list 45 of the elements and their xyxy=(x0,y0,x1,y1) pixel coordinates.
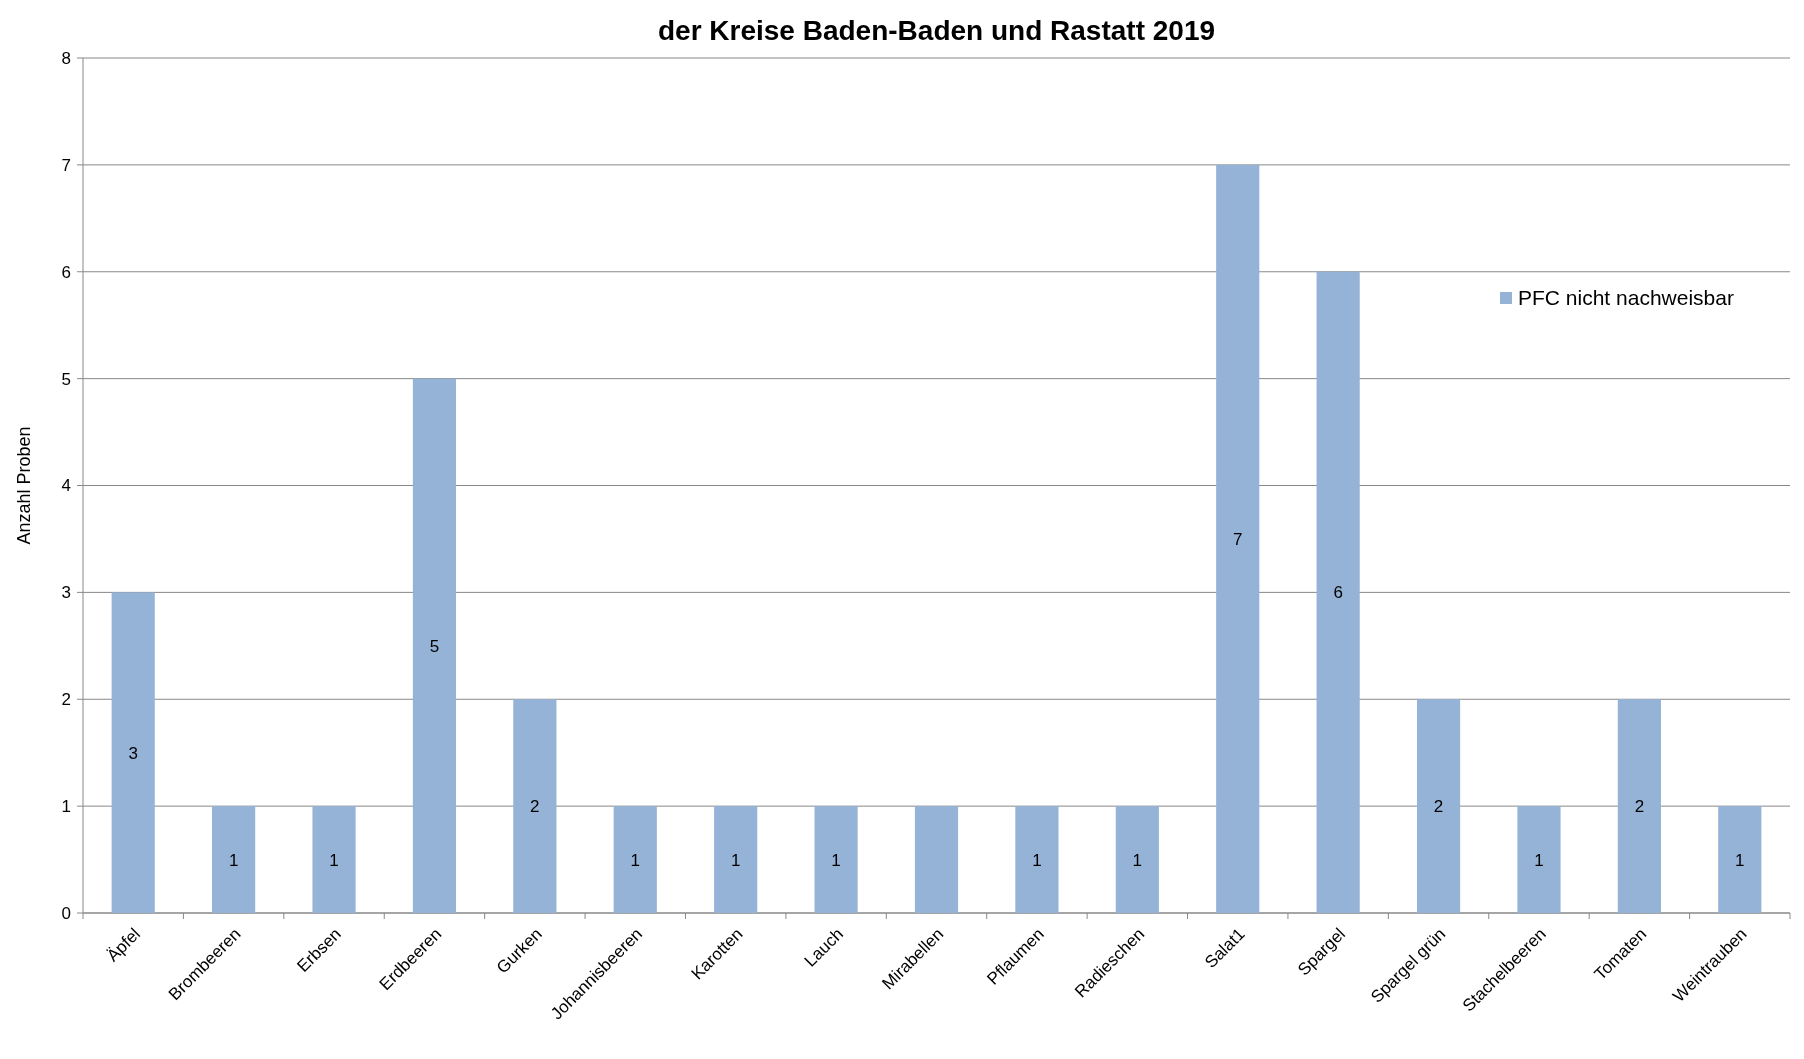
bar xyxy=(1115,806,1159,913)
bar xyxy=(212,806,256,913)
y-tick-label: 3 xyxy=(61,583,71,603)
data-label: 1 xyxy=(1132,850,1143,870)
data-label: 1 xyxy=(329,850,339,870)
bar xyxy=(1517,806,1561,913)
y-tick-label: 4 xyxy=(61,476,71,496)
bar xyxy=(312,806,356,913)
data-label: 2 xyxy=(1433,797,1444,817)
y-tick-label: 6 xyxy=(61,262,71,282)
data-label: 2 xyxy=(1634,797,1645,817)
legend-label: PFC nicht nachweisbar xyxy=(1518,286,1734,310)
data-label: 3 xyxy=(128,743,138,763)
y-tick-label: 8 xyxy=(61,48,71,68)
data-label: 2 xyxy=(530,797,540,817)
data-label: 1 xyxy=(831,850,841,870)
bar xyxy=(412,378,457,913)
bar xyxy=(513,699,557,913)
bar xyxy=(613,806,657,913)
y-tick-label: 0 xyxy=(61,903,71,923)
bar xyxy=(714,806,758,913)
bar xyxy=(1718,806,1762,913)
bar xyxy=(914,806,959,913)
data-label: 7 xyxy=(1233,529,1243,549)
y-tick-label: 7 xyxy=(61,155,71,175)
data-label: 1 xyxy=(630,850,640,870)
bar xyxy=(1316,271,1360,913)
data-label: 6 xyxy=(1333,583,1343,603)
data-label: 1 xyxy=(730,850,741,870)
bar xyxy=(814,806,858,913)
bar xyxy=(1416,699,1461,913)
data-label: 5 xyxy=(429,636,440,656)
bar xyxy=(111,592,155,913)
chart-title: der Kreise Baden-Baden und Rastatt 2019 xyxy=(657,15,1216,46)
y-tick-label: 1 xyxy=(61,797,71,817)
bar xyxy=(1216,164,1260,913)
data-label: 1 xyxy=(1534,850,1544,870)
y-tick-label: 5 xyxy=(61,369,71,389)
y-axis-title: Anzahl Proben xyxy=(14,426,34,545)
bar xyxy=(1617,699,1661,913)
y-tick-label: 2 xyxy=(61,690,71,710)
bar xyxy=(1015,806,1059,913)
data-label: 1 xyxy=(1032,850,1042,870)
data-label: 1 xyxy=(228,850,239,870)
data-label: 1 xyxy=(1735,850,1745,870)
